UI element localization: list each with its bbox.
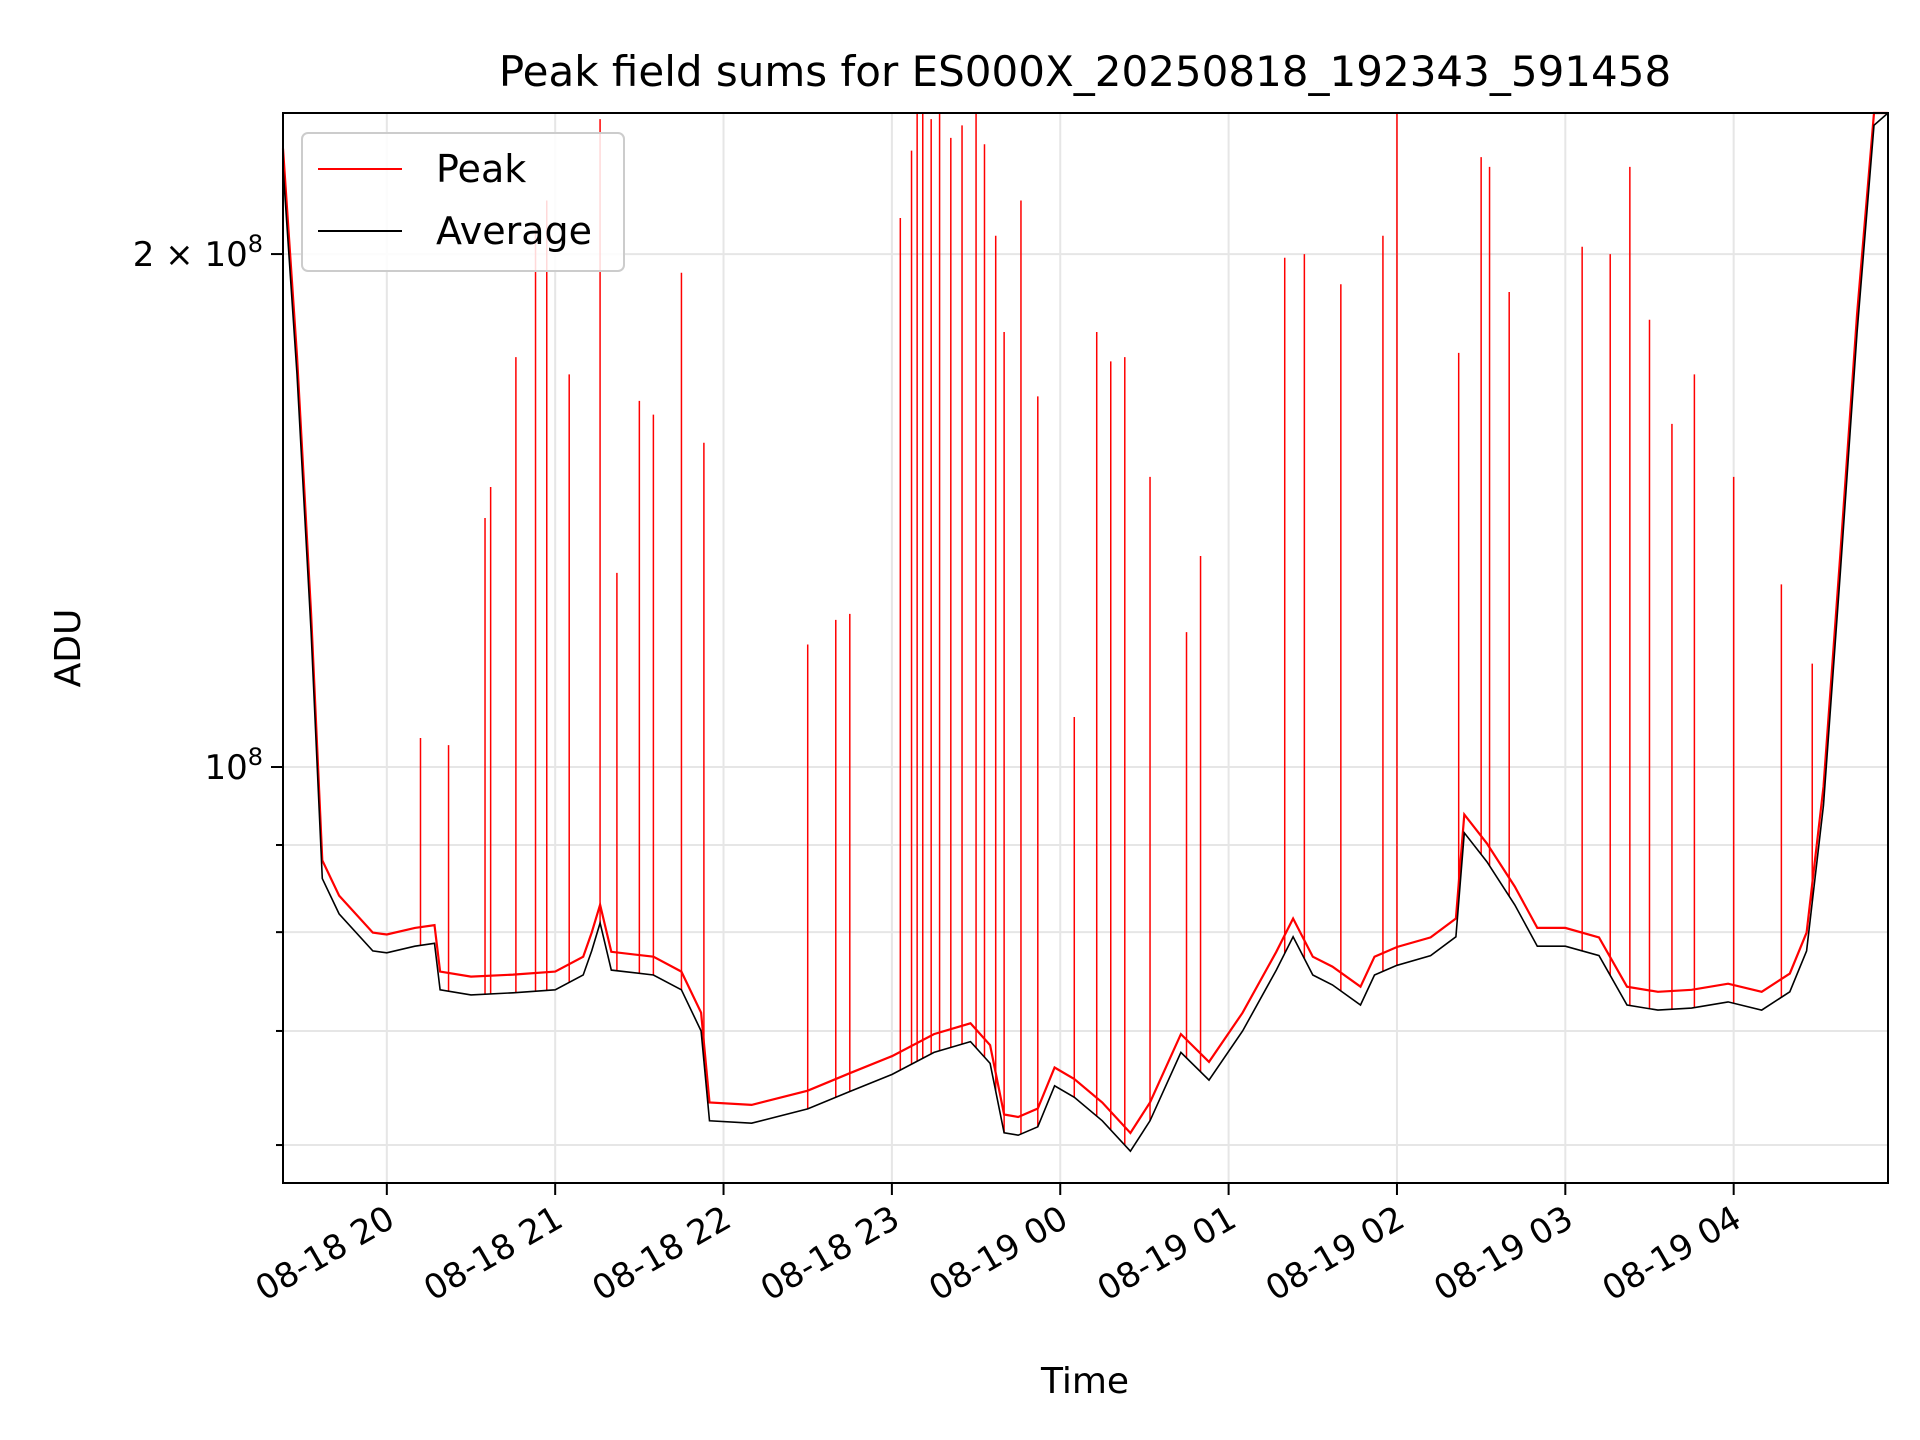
y-axis-label: ADU (48, 609, 89, 688)
series-average-line (282, 112, 1889, 1153)
legend-average-label: Average (436, 209, 592, 253)
x-tick-label: 08-18 22 (586, 1198, 738, 1309)
x-axis-label: Time (1040, 1361, 1129, 1402)
series-peak-baseline (281, 111, 1888, 1135)
x-tick-label: 08-18 20 (249, 1198, 401, 1309)
series-peak (281, 111, 1888, 1146)
y-tick-label: 2 × 108 (133, 230, 263, 275)
chart-title: Peak field sums for ES000X_20250818_1923… (499, 47, 1671, 96)
plot-area (281, 111, 1889, 1153)
x-tick-label: 08-19 04 (1596, 1198, 1748, 1309)
legend-box (301, 132, 625, 272)
x-axis: 08-18 20 08-18 21 08-18 22 08-18 23 08-19 00… (249, 1183, 1748, 1309)
y-axis: 108 2 × 108 (133, 230, 283, 1147)
legend-peak-label: Peak (436, 147, 526, 191)
x-tick-label: 08-19 03 (1427, 1198, 1579, 1309)
legend: Peak Average (301, 132, 625, 272)
axes-frame (282, 112, 1889, 1184)
x-tick-label: 08-18 23 (754, 1198, 906, 1309)
grid (283, 113, 1888, 1183)
y-tick-label: 108 (204, 743, 263, 788)
x-tick-label: 08-18 21 (417, 1198, 569, 1309)
x-tick-label: 08-19 02 (1259, 1198, 1411, 1309)
x-tick-label: 08-19 01 (1091, 1198, 1243, 1309)
x-tick-label: 08-19 00 (922, 1198, 1074, 1309)
